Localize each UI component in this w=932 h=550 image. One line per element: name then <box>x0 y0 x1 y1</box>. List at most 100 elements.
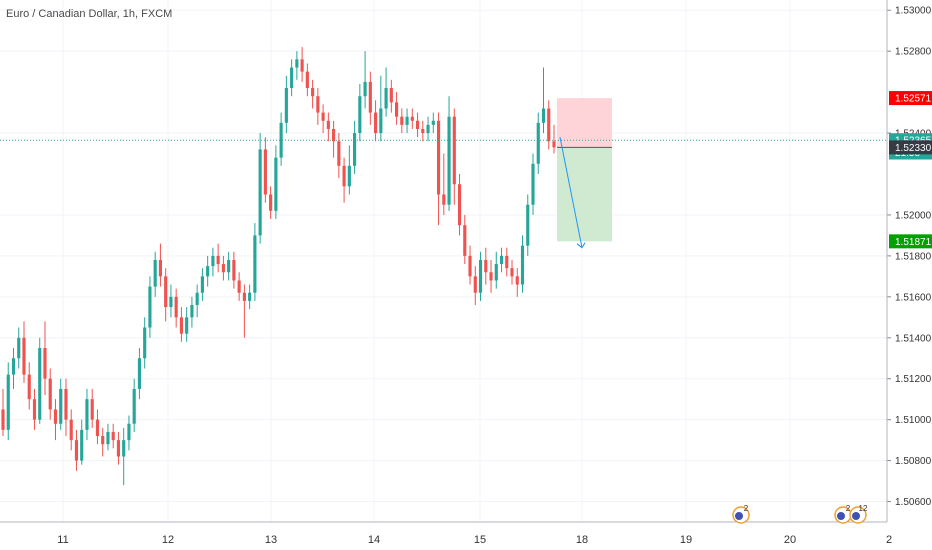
candle-body <box>179 317 183 334</box>
candle-body <box>394 102 399 117</box>
price-tag <box>889 140 932 155</box>
y-tick-label: 1.53000 <box>895 6 932 17</box>
candle-body <box>279 122 283 158</box>
candle-body <box>353 133 357 166</box>
candle-body <box>473 276 477 293</box>
y-tick-label: 1.50600 <box>895 497 932 508</box>
candle-body <box>347 165 351 187</box>
candle-body <box>116 440 121 457</box>
candle-body <box>526 204 530 246</box>
candle-body <box>405 116 409 125</box>
y-tick-label: 1.51600 <box>895 292 932 303</box>
candle-body <box>32 399 37 420</box>
candle-body <box>363 81 367 97</box>
candle-body <box>206 266 210 277</box>
x-tick-label: 15 <box>474 534 486 546</box>
candle-body <box>232 259 236 281</box>
candle-body <box>74 440 79 461</box>
candle-body <box>484 259 488 273</box>
candle-body <box>311 88 315 97</box>
stop-loss-zone <box>557 98 612 148</box>
event-flag-icon <box>852 512 860 520</box>
candle-body <box>494 264 498 281</box>
candle-body <box>95 419 100 437</box>
candle-body <box>153 259 157 287</box>
candle-body <box>316 96 320 113</box>
candle-body <box>174 296 178 318</box>
candle-body <box>552 141 556 148</box>
candle-body <box>431 120 435 125</box>
candle-body <box>1 409 5 430</box>
candle-body <box>295 59 299 68</box>
candle-body <box>132 388 136 424</box>
x-tick-label: 20 <box>784 534 796 546</box>
candle-body <box>384 88 388 109</box>
take-profit-zone <box>557 147 612 242</box>
candle-body <box>190 305 194 318</box>
candle-body <box>442 194 446 205</box>
candle-body <box>541 108 546 123</box>
candle-body <box>505 255 509 269</box>
candle-body <box>452 116 456 185</box>
candle-body <box>137 358 142 389</box>
candle-body <box>515 276 519 285</box>
candle-body <box>101 436 105 445</box>
candle-body <box>478 259 483 293</box>
candle-body <box>6 374 10 430</box>
x-tick-label: 18 <box>576 534 588 546</box>
candle-body <box>17 337 21 359</box>
candle-body <box>457 184 462 226</box>
candle-body <box>389 88 393 103</box>
candle-body <box>269 194 273 211</box>
candle-body <box>410 116 414 121</box>
event-flag-icon <box>837 512 845 520</box>
candle-body <box>300 59 304 72</box>
candle-body <box>463 225 467 256</box>
y-tick-label: 1.51400 <box>895 333 932 344</box>
projection-arrow-line <box>559 137 583 248</box>
candle-body <box>415 120 420 129</box>
candle-body <box>368 81 372 113</box>
candle-body <box>27 374 31 400</box>
y-tick-label: 1.51000 <box>895 415 932 426</box>
candle-body <box>38 348 42 420</box>
candle-body <box>263 149 267 195</box>
chart-title: Euro / Canadian Dollar, 1h, FXCM <box>6 8 173 20</box>
candle-body <box>332 128 336 142</box>
candle-body <box>195 292 199 306</box>
candle-body <box>43 348 47 379</box>
x-tick-label: 12 <box>162 534 174 546</box>
candle-body <box>106 431 110 445</box>
candle-body <box>69 419 73 441</box>
candle-body <box>489 272 493 281</box>
candle-body <box>53 409 58 424</box>
candle-body <box>221 264 225 273</box>
candle-body <box>253 235 257 293</box>
candle-body <box>48 378 52 410</box>
y-tick-label: 1.52800 <box>895 47 932 58</box>
candle-body <box>200 276 204 293</box>
candle-body <box>499 255 504 265</box>
candle-body <box>164 276 168 308</box>
event-flag-icon <box>735 512 743 520</box>
candle-body <box>169 296 173 308</box>
candle-body <box>379 108 383 134</box>
candle-body <box>342 165 346 187</box>
candle-body <box>468 255 472 277</box>
x-tick-label: 2 <box>886 534 892 546</box>
candle-body <box>290 67 294 89</box>
y-tick-label: 1.50800 <box>895 456 932 467</box>
candle-body <box>421 128 425 134</box>
candle-body <box>80 429 84 461</box>
candle-body <box>185 317 189 334</box>
candle-body <box>211 255 215 267</box>
price-tag <box>889 91 932 106</box>
candle-body <box>59 388 63 424</box>
candle-body <box>510 268 514 277</box>
candle-body <box>337 141 341 166</box>
candle-body <box>520 245 525 285</box>
y-tick-label: 1.51200 <box>895 374 932 385</box>
price-tag-label: 1.52330 <box>895 143 932 154</box>
event-badge-count: 12 <box>859 504 868 513</box>
